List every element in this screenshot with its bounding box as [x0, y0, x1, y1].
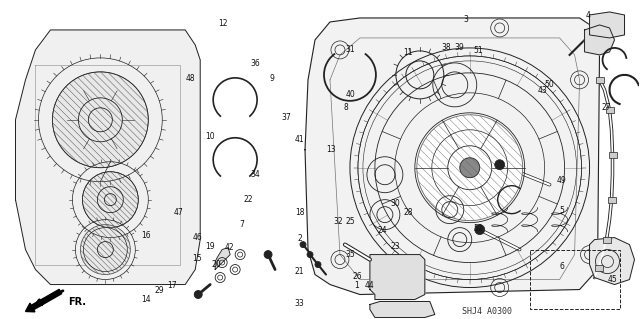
Text: 4: 4	[586, 11, 591, 20]
Text: 9: 9	[269, 74, 275, 84]
Text: 41: 41	[295, 135, 305, 144]
Text: 52: 52	[474, 224, 483, 233]
Circle shape	[194, 291, 202, 299]
Circle shape	[475, 225, 484, 234]
Circle shape	[52, 72, 148, 168]
FancyArrow shape	[26, 289, 61, 312]
Text: 21: 21	[295, 267, 304, 276]
Text: 39: 39	[454, 43, 464, 52]
Text: 38: 38	[442, 43, 451, 52]
Text: 48: 48	[186, 74, 196, 84]
Text: 8: 8	[343, 103, 348, 112]
Polygon shape	[215, 248, 230, 270]
Bar	[605, 107, 614, 113]
Text: 26: 26	[352, 272, 362, 281]
Text: 42: 42	[225, 243, 234, 252]
Text: 15: 15	[193, 254, 202, 263]
Polygon shape	[589, 12, 625, 38]
Text: 50: 50	[544, 80, 554, 89]
Text: 44: 44	[365, 280, 374, 290]
Text: SHJ4 A0300: SHJ4 A0300	[462, 308, 512, 316]
Text: 12: 12	[218, 19, 228, 28]
Text: 33: 33	[294, 299, 305, 308]
Text: 29: 29	[154, 286, 164, 295]
Text: 35: 35	[346, 250, 356, 259]
Polygon shape	[584, 25, 614, 55]
Text: 13: 13	[326, 145, 336, 153]
Text: 10: 10	[205, 132, 215, 141]
Polygon shape	[305, 18, 600, 294]
Text: 19: 19	[205, 242, 215, 251]
Text: 40: 40	[346, 90, 356, 100]
Text: 47: 47	[173, 208, 183, 217]
Bar	[602, 237, 611, 242]
Circle shape	[495, 160, 505, 170]
Circle shape	[300, 241, 306, 248]
Text: 11: 11	[403, 48, 413, 57]
Polygon shape	[370, 301, 435, 317]
Polygon shape	[15, 30, 200, 285]
Text: 37: 37	[282, 113, 292, 122]
Bar	[595, 264, 602, 271]
Text: 22: 22	[244, 196, 253, 204]
Text: 18: 18	[295, 208, 304, 217]
Circle shape	[315, 262, 321, 268]
Text: FR.: FR.	[68, 298, 86, 308]
Circle shape	[460, 158, 480, 178]
Text: 27: 27	[602, 103, 611, 112]
Bar	[607, 197, 616, 203]
Text: 16: 16	[141, 231, 151, 240]
Bar	[609, 152, 616, 158]
Polygon shape	[370, 255, 425, 300]
Text: 1: 1	[355, 280, 360, 290]
Circle shape	[417, 115, 523, 221]
Text: 45: 45	[608, 275, 618, 284]
Circle shape	[81, 225, 131, 275]
Text: 6: 6	[559, 263, 564, 271]
Circle shape	[83, 172, 138, 228]
Text: 43: 43	[538, 86, 547, 95]
Text: 46: 46	[193, 233, 202, 242]
Text: 49: 49	[557, 176, 566, 185]
Text: 34: 34	[250, 170, 260, 179]
Text: 2: 2	[297, 234, 302, 243]
Text: 20: 20	[212, 261, 221, 270]
Text: 24: 24	[378, 226, 387, 235]
Text: 17: 17	[167, 280, 177, 290]
Text: 32: 32	[333, 217, 342, 226]
Circle shape	[264, 251, 272, 259]
Text: 5: 5	[559, 206, 564, 215]
Text: 3: 3	[463, 15, 468, 24]
Text: 31: 31	[346, 45, 355, 54]
Text: 36: 36	[250, 59, 260, 68]
Text: 25: 25	[346, 217, 355, 226]
Bar	[530, 249, 620, 309]
Text: 23: 23	[390, 242, 400, 251]
Text: 7: 7	[239, 220, 244, 229]
Text: 14: 14	[141, 295, 151, 304]
Text: 51: 51	[474, 46, 483, 55]
Text: 28: 28	[403, 208, 413, 217]
Polygon shape	[589, 238, 634, 285]
Text: 30: 30	[390, 199, 400, 208]
Circle shape	[307, 252, 313, 257]
Bar	[596, 77, 604, 83]
